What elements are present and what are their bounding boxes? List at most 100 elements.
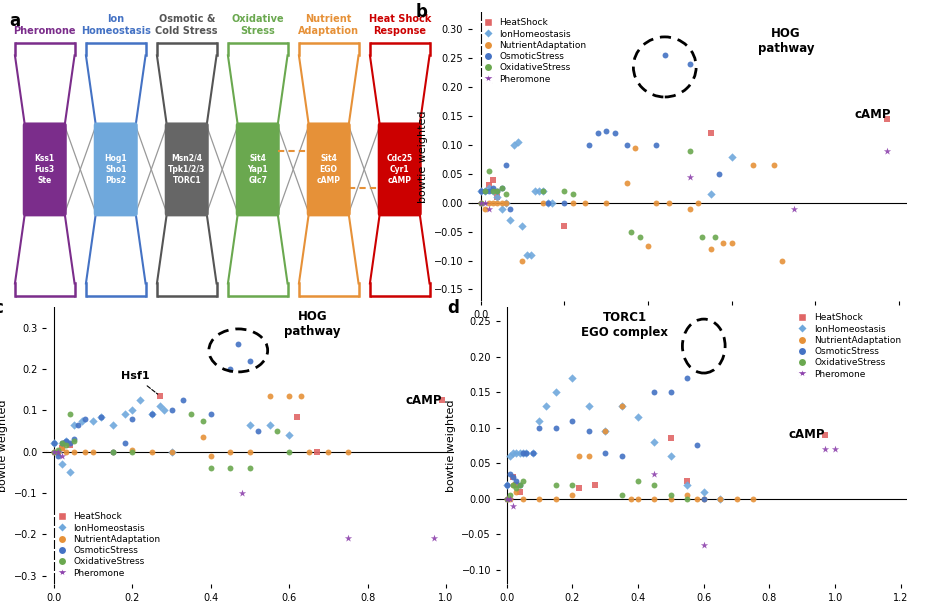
Legend: HeatShock, IonHomeostasis, NutrientAdaptation, OsmoticStress, OxidativeStress, P: HeatShock, IonHomeostasis, NutrientAdapt… xyxy=(792,311,903,380)
Point xyxy=(696,494,711,503)
Point xyxy=(499,494,514,503)
Point xyxy=(62,439,77,448)
Point xyxy=(745,160,760,170)
Point xyxy=(509,487,524,497)
Point xyxy=(106,447,120,456)
Point xyxy=(282,447,296,456)
Point xyxy=(204,451,219,461)
FancyBboxPatch shape xyxy=(23,122,67,216)
Point xyxy=(46,447,61,456)
Point xyxy=(262,391,277,401)
Point xyxy=(106,420,120,430)
Point xyxy=(539,402,554,411)
Point xyxy=(427,533,442,543)
Point xyxy=(309,447,324,456)
Point xyxy=(473,187,488,196)
Point xyxy=(55,442,69,452)
Point xyxy=(164,447,179,456)
Point xyxy=(341,533,356,543)
Point xyxy=(499,480,514,489)
Text: Cdc25
Cyr1
cAMP: Cdc25 Cyr1 cAMP xyxy=(387,154,413,185)
Point xyxy=(704,129,719,138)
Text: Hsf1: Hsf1 xyxy=(120,371,157,394)
Point xyxy=(571,452,586,461)
Point xyxy=(46,447,61,456)
Point xyxy=(716,238,731,248)
Point xyxy=(578,198,593,208)
Text: Kss1
Fus3
Ste: Kss1 Fus3 Ste xyxy=(34,154,55,185)
Point xyxy=(341,447,356,456)
Point xyxy=(729,494,744,503)
Text: cAMP: cAMP xyxy=(855,108,891,122)
Point xyxy=(243,464,257,473)
Point xyxy=(525,448,540,458)
Point xyxy=(515,256,530,265)
Point xyxy=(519,448,533,458)
Point xyxy=(55,439,69,448)
Text: cAMP: cAMP xyxy=(406,394,442,406)
Point xyxy=(631,476,645,486)
Point xyxy=(696,540,711,550)
Point xyxy=(67,436,81,446)
Text: d: d xyxy=(447,299,459,317)
Point xyxy=(647,437,662,447)
Point xyxy=(58,447,73,456)
Point xyxy=(557,198,571,208)
Point xyxy=(204,464,219,473)
Point xyxy=(490,198,505,208)
Legend: HeatShock, IonHomeostasis, NutrientAdaptation, OsmoticStress, OxidativeStress, P: HeatShock, IonHomeostasis, NutrientAdapt… xyxy=(477,16,588,85)
Point xyxy=(503,469,518,479)
Point xyxy=(94,412,108,421)
Point xyxy=(682,146,697,155)
Point xyxy=(125,445,140,455)
Point xyxy=(94,412,108,421)
FancyBboxPatch shape xyxy=(236,122,280,216)
Text: b: b xyxy=(416,4,428,22)
Point xyxy=(473,187,488,196)
Point xyxy=(62,410,77,420)
Point xyxy=(58,439,73,448)
Point xyxy=(235,488,250,498)
Point xyxy=(478,187,493,196)
Text: Osmotic &
Cold Stress: Osmotic & Cold Stress xyxy=(156,14,218,36)
Point xyxy=(473,198,488,208)
Point xyxy=(478,198,493,208)
Y-axis label: bowtie weighted: bowtie weighted xyxy=(418,110,428,203)
Point xyxy=(664,433,679,443)
Point xyxy=(682,59,697,69)
FancyBboxPatch shape xyxy=(165,122,208,216)
Point xyxy=(164,447,179,456)
Point xyxy=(321,447,336,456)
Point xyxy=(223,464,238,473)
Point xyxy=(598,426,613,436)
Point xyxy=(74,416,89,426)
Point xyxy=(565,198,580,208)
Point xyxy=(680,494,694,503)
Point xyxy=(704,189,719,199)
Point xyxy=(512,487,527,497)
Point xyxy=(632,232,647,242)
Point xyxy=(78,447,93,456)
Point xyxy=(282,391,296,401)
Y-axis label: bowtie weighted: bowtie weighted xyxy=(445,399,456,492)
Point xyxy=(51,447,66,456)
Point xyxy=(153,391,168,401)
Point xyxy=(499,494,514,503)
Point xyxy=(511,137,526,147)
Point xyxy=(588,480,603,489)
Text: Ion
Homeostasis: Ion Homeostasis xyxy=(81,14,151,36)
Point xyxy=(614,402,629,411)
Point xyxy=(144,410,159,420)
Text: Sit4
Yap1
Glc7: Sit4 Yap1 Glc7 xyxy=(247,154,268,185)
Point xyxy=(691,198,706,208)
Point xyxy=(133,395,148,405)
Point xyxy=(523,250,538,259)
Point xyxy=(67,420,81,430)
Point xyxy=(565,491,580,500)
Point xyxy=(614,491,629,500)
Text: Hog1
Sho1
Pbs2: Hog1 Sho1 Pbs2 xyxy=(105,154,127,185)
Point xyxy=(494,184,509,193)
Point xyxy=(631,494,645,503)
Point xyxy=(223,447,238,456)
Point xyxy=(598,426,613,436)
